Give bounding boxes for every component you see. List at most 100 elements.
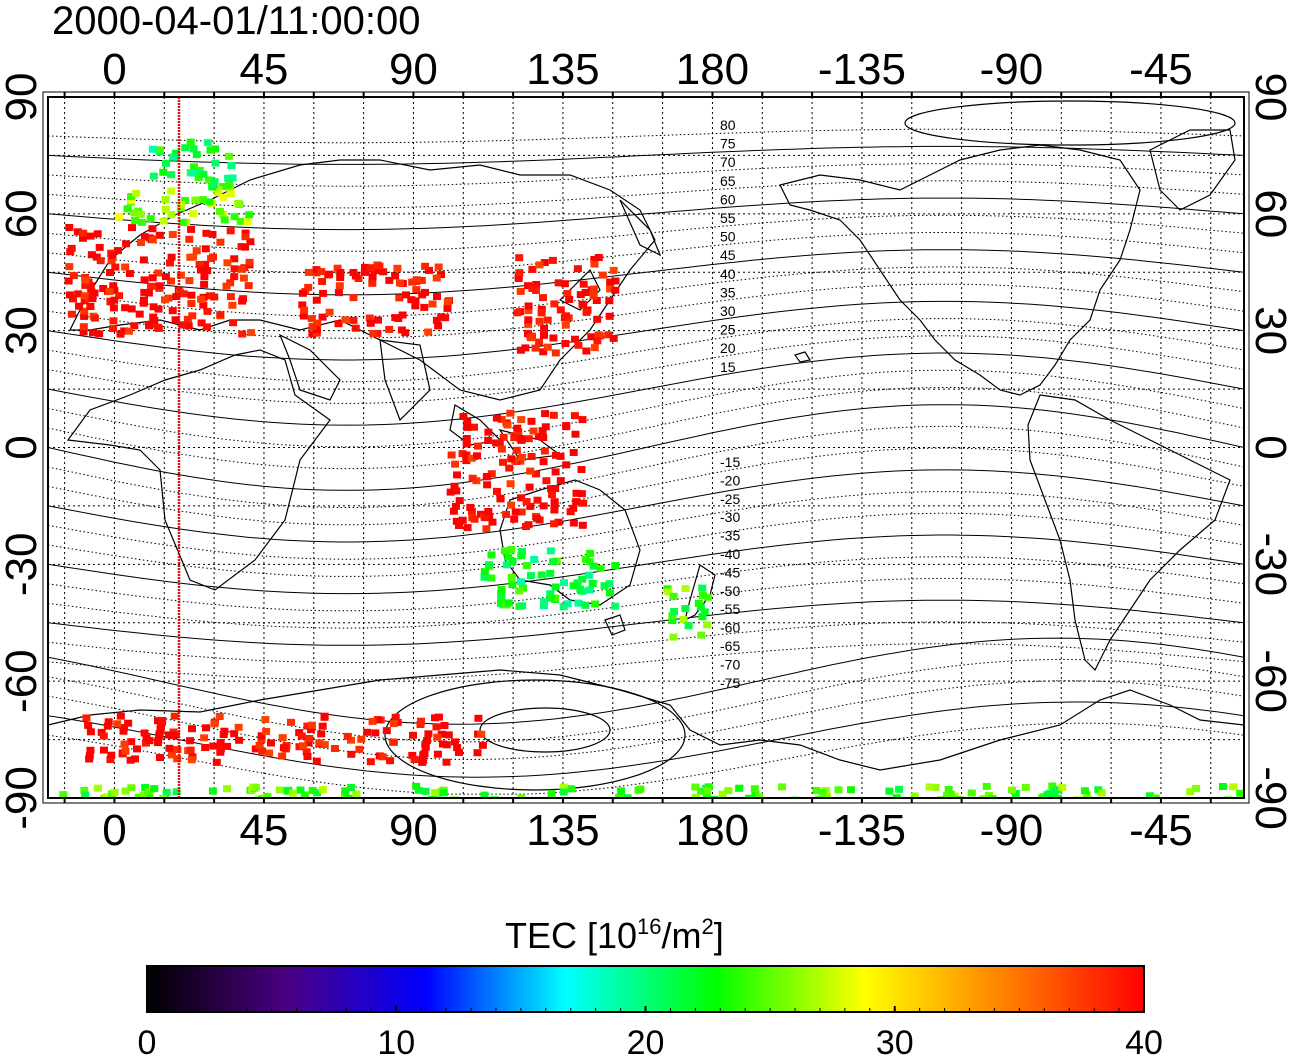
- tec-cell: [208, 787, 217, 795]
- bottom-lon-label: -90: [980, 806, 1044, 855]
- tec-cell: [596, 332, 605, 340]
- right-lat-label: 60: [1246, 189, 1292, 238]
- tec-cell: [539, 502, 548, 510]
- tec-cell: [188, 312, 197, 320]
- right-lat-label: -30: [1246, 533, 1292, 597]
- north-pole-contour: [904, 100, 1236, 146]
- tec-cell: [577, 490, 586, 498]
- mlat-contour: [48, 145, 1244, 165]
- tec-cell: [89, 329, 97, 337]
- tec-cell: [462, 440, 471, 448]
- tec-cell: [241, 229, 250, 237]
- tec-cell: [590, 344, 599, 352]
- mlat-contour: [48, 249, 1244, 296]
- tec-cell: [455, 522, 463, 529]
- tec-cell: [109, 304, 118, 312]
- tec-cell: [173, 755, 182, 763]
- tec-cell: [487, 551, 496, 559]
- left-latitude-labels: 90 60 30 0 -30 -60 -90: [0, 73, 46, 830]
- tec-cell: [109, 317, 118, 325]
- tec-cell: [145, 322, 154, 330]
- tec-cell: [197, 319, 206, 327]
- tec-cell: [503, 421, 512, 429]
- contour-label: -50: [720, 583, 740, 599]
- tec-cell: [368, 273, 377, 281]
- tec-cell: [572, 498, 581, 506]
- tec-cell: [535, 317, 544, 325]
- tec-cell: [308, 330, 317, 338]
- tec-cell: [167, 187, 176, 195]
- tec-cell: [95, 330, 104, 338]
- mlat-contour: [48, 491, 1244, 560]
- tec-cell: [574, 599, 583, 607]
- tec-cell: [529, 427, 538, 435]
- tec-cell: [239, 274, 248, 282]
- tec-cell: [65, 291, 74, 299]
- tec-cell: [238, 330, 247, 338]
- tec-cell: [578, 575, 587, 583]
- tec-cell: [669, 592, 678, 600]
- tec-cell: [181, 144, 190, 152]
- tec-cell: [80, 297, 89, 305]
- tec-cell: [176, 271, 185, 279]
- tec-cell: [537, 309, 546, 317]
- tec-cell: [418, 755, 427, 763]
- tec-cell: [451, 502, 460, 510]
- tec-cell: [59, 791, 68, 798]
- colorbar-tick-label: 30: [876, 1024, 914, 1057]
- tec-cell: [188, 725, 196, 733]
- tec-cell: [95, 243, 104, 251]
- tec-cell: [385, 325, 394, 333]
- right-lat-label: 30: [1246, 306, 1292, 355]
- tec-cell: [401, 329, 410, 337]
- tec-cell: [516, 346, 525, 354]
- tec-cell: [547, 485, 556, 493]
- tec-cell: [559, 788, 568, 796]
- tec-cell: [551, 349, 560, 357]
- tec-cell: [265, 749, 274, 757]
- tec-cell: [298, 289, 307, 297]
- tec-cell: [1186, 788, 1195, 796]
- tec-cell: [251, 783, 260, 791]
- tec-cell: [148, 236, 157, 244]
- tec-cell: [467, 454, 476, 462]
- tec-cell: [209, 742, 218, 750]
- tec-cell: [615, 793, 624, 798]
- tec-cell: [341, 787, 350, 795]
- tec-cell: [82, 714, 91, 722]
- tec-cell: [606, 285, 614, 293]
- map-area: 80 75 70 65 60 55 50 45 40 35 30 25 20 15 -15 -20 -25 -30…: [48, 97, 1244, 798]
- tec-cell: [440, 722, 449, 729]
- tec-cell: [589, 562, 598, 570]
- tec-cell: [967, 789, 976, 797]
- tec-cell: [425, 266, 433, 274]
- tec-cell: [516, 435, 525, 443]
- tec-cell: [145, 788, 154, 796]
- tec-cell: [106, 269, 114, 276]
- tec-cell: [219, 193, 228, 201]
- tec-cell: [199, 196, 208, 204]
- tec-cell: [531, 344, 540, 352]
- tec-cell: [1151, 794, 1160, 798]
- tec-cell: [360, 268, 369, 276]
- contour-label: -15: [720, 454, 740, 470]
- bottom-lon-label: 45: [239, 806, 288, 855]
- tec-cell: [123, 205, 132, 213]
- tec-cell: [925, 783, 934, 791]
- tec-cell: [442, 758, 451, 766]
- tec-cell: [432, 316, 441, 324]
- tec-cell: [261, 716, 270, 723]
- tec-cell: [517, 494, 525, 502]
- tec-cell: [524, 282, 532, 290]
- tec-cell: [202, 724, 210, 732]
- tec-cell: [513, 424, 522, 432]
- tec-cell: [347, 750, 356, 758]
- tec-cell: [375, 262, 384, 270]
- tec-cell: [412, 286, 421, 294]
- tec-cell: [220, 727, 229, 735]
- tec-cell: [560, 280, 569, 288]
- mlat-contour: [48, 300, 1244, 361]
- mlat-contour: [48, 369, 1244, 448]
- tec-cell: [373, 716, 382, 724]
- tec-cell: [110, 788, 119, 796]
